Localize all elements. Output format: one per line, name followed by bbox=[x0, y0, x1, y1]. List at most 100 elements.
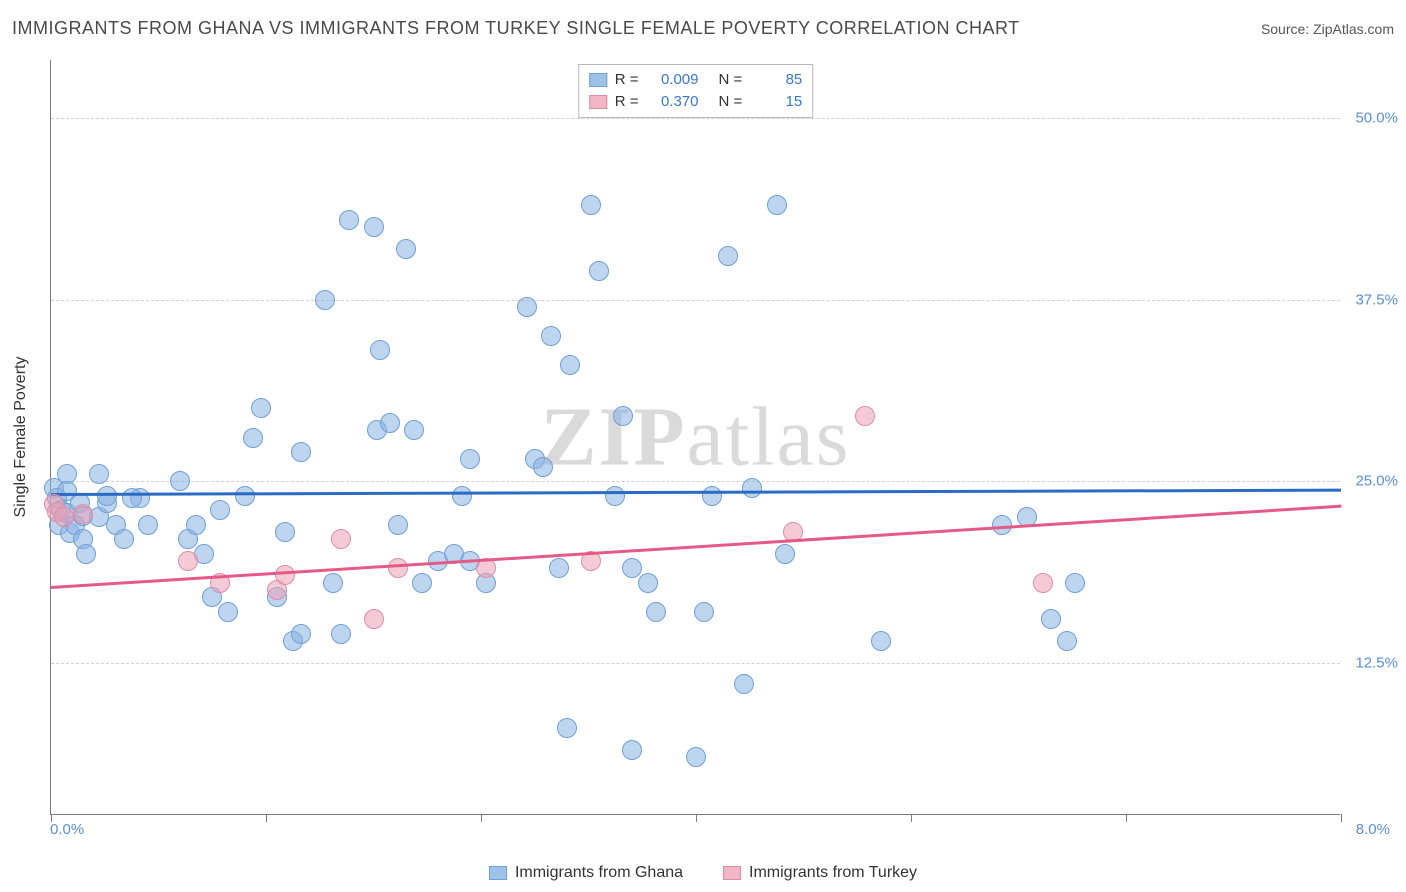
data-point-ghana bbox=[275, 522, 295, 542]
data-point-ghana bbox=[525, 449, 545, 469]
data-point-ghana bbox=[114, 529, 134, 549]
data-point-ghana bbox=[404, 420, 424, 440]
series-legend: Immigrants from Ghana Immigrants from Tur… bbox=[0, 864, 1406, 882]
x-tick bbox=[1126, 814, 1127, 822]
data-point-ghana bbox=[364, 217, 384, 237]
y-tick-label: 37.5% bbox=[1344, 291, 1398, 308]
data-point-ghana bbox=[73, 529, 93, 549]
data-point-ghana bbox=[57, 503, 77, 523]
data-point-ghana bbox=[367, 420, 387, 440]
data-point-ghana bbox=[210, 500, 230, 520]
data-point-ghana bbox=[388, 515, 408, 535]
data-point-ghana bbox=[291, 442, 311, 462]
data-point-ghana bbox=[541, 326, 561, 346]
legend-swatch bbox=[589, 73, 607, 87]
data-point-ghana bbox=[51, 500, 71, 520]
data-point-ghana bbox=[57, 481, 77, 501]
data-point-ghana bbox=[130, 488, 150, 508]
data-point-turkey bbox=[73, 504, 93, 524]
data-point-ghana bbox=[460, 449, 480, 469]
data-point-ghana bbox=[186, 515, 206, 535]
data-point-turkey bbox=[44, 494, 64, 514]
x-axis-min-label: 0.0% bbox=[50, 821, 84, 838]
trend-line-turkey bbox=[51, 504, 1341, 588]
data-point-ghana bbox=[549, 558, 569, 578]
legend-swatch bbox=[489, 866, 507, 880]
data-point-ghana bbox=[622, 740, 642, 760]
x-tick bbox=[1341, 814, 1342, 822]
x-tick bbox=[696, 814, 697, 822]
gridline bbox=[51, 481, 1340, 482]
data-point-ghana bbox=[218, 602, 238, 622]
y-tick-label: 25.0% bbox=[1344, 473, 1398, 490]
data-point-ghana bbox=[694, 602, 714, 622]
data-point-turkey bbox=[267, 580, 287, 600]
data-point-ghana bbox=[1057, 631, 1077, 651]
data-point-ghana bbox=[194, 544, 214, 564]
data-point-ghana bbox=[560, 355, 580, 375]
data-point-ghana bbox=[49, 515, 69, 535]
y-tick-label: 50.0% bbox=[1344, 110, 1398, 127]
legend-r-label: R = bbox=[615, 69, 639, 91]
legend-r-value: 0.370 bbox=[647, 91, 699, 113]
legend-row-turkey: R =0.370N =15 bbox=[589, 91, 803, 113]
data-point-ghana bbox=[267, 587, 287, 607]
scatter-plot: ZIPatlas Single Female Poverty R =0.009N… bbox=[50, 60, 1340, 815]
data-point-ghana bbox=[775, 544, 795, 564]
data-point-ghana bbox=[331, 624, 351, 644]
data-point-ghana bbox=[73, 506, 93, 526]
data-point-ghana bbox=[47, 488, 67, 508]
x-tick bbox=[266, 814, 267, 822]
legend-row-ghana: R = 0.009 N = 85 bbox=[589, 69, 803, 91]
gridline bbox=[51, 663, 1340, 664]
data-point-ghana bbox=[235, 486, 255, 506]
data-point-ghana bbox=[718, 246, 738, 266]
watermark-light: atlas bbox=[687, 391, 851, 484]
x-tick bbox=[911, 814, 912, 822]
x-axis-max-label: 8.0% bbox=[1356, 821, 1390, 838]
data-point-ghana bbox=[243, 428, 263, 448]
data-point-ghana bbox=[638, 573, 658, 593]
legend-n-label: N = bbox=[719, 69, 743, 91]
data-point-ghana bbox=[605, 486, 625, 506]
data-point-ghana bbox=[767, 195, 787, 215]
data-point-ghana bbox=[702, 486, 722, 506]
x-tick bbox=[481, 814, 482, 822]
data-point-ghana bbox=[65, 515, 85, 535]
data-point-ghana bbox=[452, 486, 472, 506]
data-point-ghana bbox=[89, 507, 109, 527]
data-point-ghana bbox=[202, 587, 222, 607]
data-point-turkey bbox=[388, 558, 408, 578]
data-point-ghana bbox=[646, 602, 666, 622]
chart-title: IMMIGRANTS FROM GHANA VS IMMIGRANTS FROM… bbox=[12, 18, 1020, 39]
legend-n-value: 15 bbox=[750, 91, 802, 113]
series-label: Immigrants from Ghana bbox=[515, 864, 683, 882]
source-label: Source: ZipAtlas.com bbox=[1261, 21, 1394, 37]
data-point-ghana bbox=[871, 631, 891, 651]
data-point-ghana bbox=[1065, 573, 1085, 593]
gridline bbox=[51, 118, 1340, 119]
legend-r-value: 0.009 bbox=[647, 69, 699, 91]
data-point-ghana bbox=[60, 523, 80, 543]
data-point-ghana bbox=[106, 515, 126, 535]
correlation-legend: R = 0.009 N = 85R =0.370N =15 bbox=[578, 64, 814, 118]
data-point-ghana bbox=[1041, 609, 1061, 629]
data-point-turkey bbox=[855, 406, 875, 426]
data-point-ghana bbox=[178, 529, 198, 549]
data-point-ghana bbox=[589, 261, 609, 281]
data-point-turkey bbox=[275, 565, 295, 585]
legend-n-value: 85 bbox=[750, 69, 802, 91]
data-point-ghana bbox=[283, 631, 303, 651]
data-point-ghana bbox=[613, 406, 633, 426]
data-point-ghana bbox=[339, 210, 359, 230]
data-point-ghana bbox=[396, 239, 416, 259]
data-point-ghana bbox=[370, 340, 390, 360]
data-point-ghana bbox=[533, 457, 553, 477]
gridline bbox=[51, 300, 1340, 301]
series-label: Immigrants from Turkey bbox=[749, 864, 917, 882]
watermark: ZIPatlas bbox=[541, 389, 851, 486]
data-point-ghana bbox=[686, 747, 706, 767]
data-point-turkey bbox=[331, 529, 351, 549]
legend-swatch bbox=[589, 95, 607, 109]
data-point-turkey bbox=[364, 609, 384, 629]
